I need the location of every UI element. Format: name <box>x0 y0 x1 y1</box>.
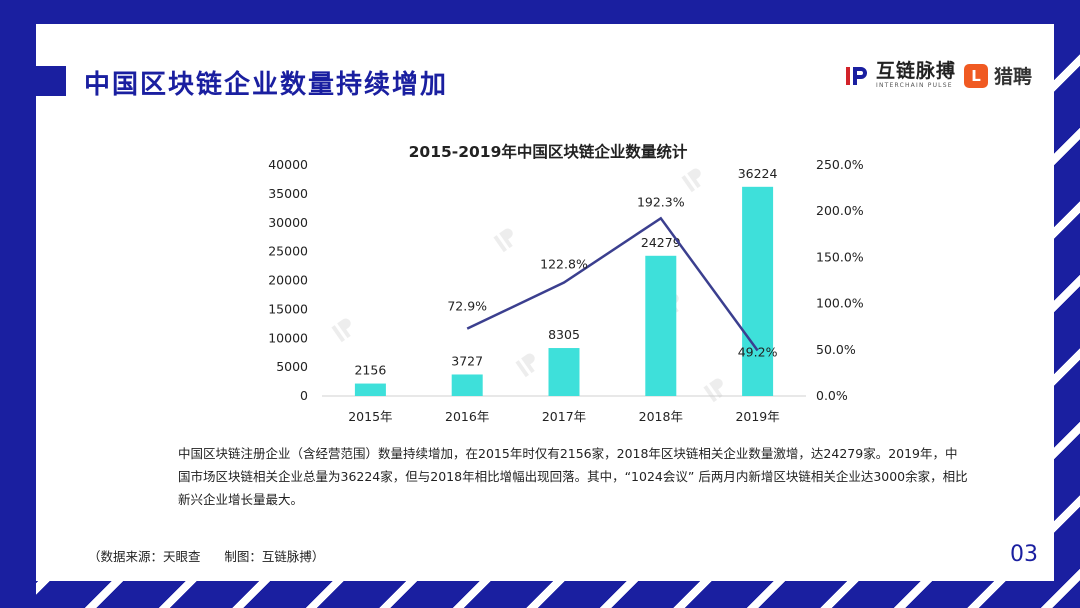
chart-title: 2015-2019年中国区块链企业数量统计 <box>409 142 688 161</box>
right-tick-label: 0.0% <box>816 388 848 403</box>
x-tick-label: 2019年 <box>735 409 779 424</box>
company-count-chart: 2015-2019年中国区块链企业数量统计 0 5000 10000 15000 200… <box>268 142 864 424</box>
left-tick-label: 10000 <box>268 330 308 345</box>
left-tick-label: 15000 <box>268 301 308 316</box>
bar-1 <box>354 383 386 396</box>
watermark-logo-4 <box>703 378 723 403</box>
bar-value-label: 3727 <box>451 353 483 368</box>
x-axis-ticks: 2015年 2016年 2017年 2018年 2019年 <box>348 409 780 424</box>
watermark-logo-1 <box>493 228 513 253</box>
bar-series <box>354 186 774 396</box>
left-axis-ticks: 0 5000 10000 15000 20000 25000 30000 35000 40000 <box>268 157 308 403</box>
right-tick-label: 250.0% <box>816 157 864 172</box>
interchain-pulse-subtitle: INTERCHAIN PULSE <box>876 82 953 89</box>
right-tick-label: 150.0% <box>816 249 864 264</box>
left-tick-label: 5000 <box>276 359 308 374</box>
liepin-logo: L 猎聘 <box>964 62 1032 89</box>
growth-rate-label: 122.8% <box>540 257 588 272</box>
bar-2 <box>451 374 483 396</box>
liepin-logo-icon: L <box>964 63 988 88</box>
bar-value-label: 36224 <box>738 166 778 181</box>
right-tick-label: 200.0% <box>816 203 864 218</box>
growth-rate-line <box>466 216 759 352</box>
bar-3 <box>548 348 580 396</box>
slide-card: 中国区块链企业数量持续增加 互链脉搏 INTERCHAIN PULSE L 猎聘… <box>36 24 1054 581</box>
watermark-logo-5 <box>681 168 701 193</box>
interchain-pulse-name: 互链脉搏 <box>876 60 957 82</box>
x-tick-label: 2018年 <box>639 409 683 424</box>
left-tick-label: 25000 <box>268 244 308 259</box>
growth-rate-label: 49.2% <box>738 345 778 360</box>
left-tick-label: 35000 <box>268 186 308 201</box>
bar-value-label: 8305 <box>548 327 580 342</box>
bar-value-label: 24279 <box>641 235 681 250</box>
right-axis-ticks: 0.0% 50.0% 100.0% 150.0% 200.0% 250.0% <box>816 157 864 403</box>
x-tick-label: 2015年 <box>348 409 392 424</box>
title-accent-bar <box>36 66 66 96</box>
growth-rate-label: 192.3% <box>637 194 685 209</box>
interchain-pulse-logo: 互链脉搏 INTERCHAIN PULSE <box>844 62 956 89</box>
growth-rate-labels: 72.9% 122.8% 192.3% 49.2% <box>447 194 777 359</box>
growth-rate-label: 72.9% <box>447 299 487 314</box>
frame-left <box>0 0 36 608</box>
page-number: 03 <box>1010 542 1038 567</box>
watermark-logo-0 <box>331 318 351 343</box>
right-tick-label: 100.0% <box>816 296 864 311</box>
x-tick-label: 2016年 <box>445 409 489 424</box>
bar-value-labels: 2156 3727 8305 24279 36224 <box>354 166 777 378</box>
left-tick-label: 40000 <box>268 157 308 172</box>
data-source-note: （数据来源：天眼查 制图：互链脉搏） <box>88 549 325 564</box>
page-title: 中国区块链企业数量持续增加 <box>84 70 449 100</box>
right-tick-label: 50.0% <box>816 342 856 357</box>
bar-5 <box>742 186 774 396</box>
bar-4 <box>645 255 677 396</box>
description-paragraph: 中国区块链注册企业（含经营范围）数量持续增加，在2015年时仅有2156家，20… <box>178 446 968 507</box>
left-tick-label: 0 <box>300 388 308 403</box>
liepin-name: 猎聘 <box>994 66 1033 88</box>
left-tick-label: 30000 <box>268 215 308 230</box>
interchain-pulse-logo-icon <box>846 66 867 85</box>
watermark-logo-2 <box>515 353 535 378</box>
x-tick-label: 2017年 <box>542 409 586 424</box>
bar-value-label: 2156 <box>354 363 386 378</box>
left-tick-label: 20000 <box>268 273 308 288</box>
frame-top <box>0 0 1080 24</box>
